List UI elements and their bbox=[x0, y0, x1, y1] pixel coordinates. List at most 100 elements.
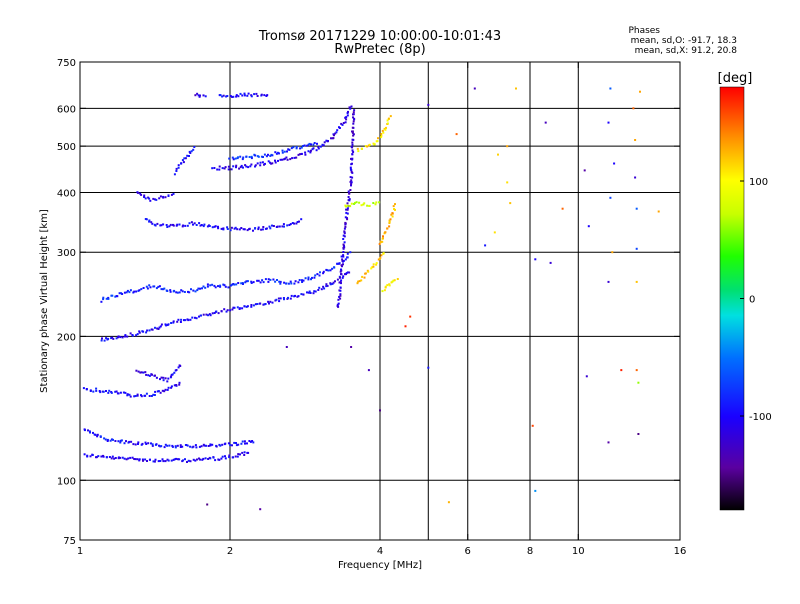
data-point bbox=[177, 166, 180, 169]
data-point bbox=[143, 196, 146, 198]
data-point bbox=[231, 308, 234, 311]
data-point bbox=[265, 227, 268, 230]
data-point bbox=[211, 443, 214, 446]
data-point bbox=[138, 459, 141, 462]
data-point bbox=[222, 94, 225, 97]
data-point bbox=[343, 241, 346, 244]
data-point bbox=[300, 152, 303, 155]
data-point bbox=[392, 279, 395, 282]
data-point bbox=[348, 106, 351, 109]
data-point bbox=[341, 260, 344, 262]
data-point bbox=[302, 293, 305, 296]
data-point bbox=[164, 443, 167, 446]
data-point bbox=[310, 149, 312, 152]
data-point bbox=[145, 331, 148, 334]
data-point bbox=[349, 189, 352, 191]
data-point bbox=[336, 278, 339, 281]
data-point bbox=[283, 298, 285, 301]
data-point bbox=[88, 430, 91, 433]
data-point bbox=[226, 228, 229, 230]
data-point bbox=[288, 148, 291, 151]
data-point bbox=[104, 438, 107, 441]
data-point bbox=[121, 456, 124, 459]
data-point bbox=[189, 318, 192, 321]
data-point bbox=[162, 460, 165, 463]
data-point bbox=[131, 456, 134, 459]
data-point bbox=[214, 225, 217, 228]
data-point bbox=[155, 376, 158, 379]
data-point bbox=[188, 155, 190, 157]
data-point bbox=[186, 444, 189, 447]
data-point bbox=[241, 451, 244, 454]
data-point bbox=[213, 167, 216, 169]
data-point bbox=[342, 122, 345, 124]
data-point bbox=[89, 431, 91, 434]
data-point bbox=[357, 150, 360, 153]
data-point bbox=[215, 445, 218, 448]
data-point bbox=[178, 381, 181, 384]
data-point bbox=[345, 205, 348, 208]
data-point bbox=[256, 303, 259, 305]
data-point bbox=[112, 337, 115, 340]
data-point bbox=[348, 198, 351, 201]
data-point bbox=[167, 377, 170, 380]
data-point bbox=[229, 95, 232, 97]
data-point bbox=[339, 270, 342, 273]
data-point bbox=[235, 283, 238, 286]
data-point bbox=[146, 460, 148, 462]
data-point bbox=[256, 95, 259, 97]
data-point bbox=[267, 160, 270, 163]
data-point bbox=[139, 371, 142, 374]
data-point bbox=[153, 285, 156, 288]
data-point bbox=[611, 251, 614, 254]
data-point bbox=[281, 225, 284, 228]
data-point bbox=[110, 457, 113, 460]
data-point bbox=[170, 193, 173, 196]
data-point bbox=[358, 280, 361, 283]
data-point bbox=[340, 269, 343, 272]
data-point bbox=[188, 291, 191, 294]
data-point bbox=[160, 445, 163, 448]
data-point bbox=[140, 371, 143, 374]
data-point bbox=[331, 282, 334, 285]
data-point bbox=[228, 456, 231, 459]
data-point bbox=[227, 165, 230, 168]
data-point bbox=[351, 157, 354, 160]
data-point bbox=[155, 287, 158, 290]
data-point bbox=[99, 391, 102, 394]
data-point bbox=[119, 336, 122, 339]
data-point bbox=[249, 440, 252, 443]
data-point bbox=[136, 394, 139, 397]
data-point bbox=[160, 323, 163, 326]
data-point bbox=[127, 457, 130, 460]
data-point bbox=[182, 459, 184, 462]
data-point bbox=[223, 308, 226, 311]
data-point bbox=[380, 134, 383, 137]
data-point bbox=[149, 458, 151, 461]
data-point bbox=[343, 244, 345, 247]
data-point bbox=[316, 142, 318, 145]
data-point bbox=[147, 442, 150, 445]
data-point bbox=[336, 305, 339, 307]
data-point bbox=[282, 297, 285, 299]
data-point bbox=[162, 376, 165, 379]
data-point bbox=[294, 280, 297, 283]
data-point bbox=[268, 225, 271, 228]
data-point bbox=[583, 169, 586, 172]
data-point bbox=[269, 300, 272, 303]
data-point bbox=[301, 279, 303, 282]
data-point bbox=[144, 394, 147, 397]
data-point bbox=[308, 142, 311, 145]
data-point bbox=[173, 173, 176, 176]
data-point bbox=[198, 95, 201, 98]
data-point bbox=[370, 267, 373, 270]
data-point bbox=[221, 167, 224, 170]
data-point bbox=[222, 283, 225, 286]
data-point bbox=[230, 226, 233, 229]
data-point bbox=[109, 439, 112, 442]
data-point bbox=[366, 145, 369, 148]
data-point bbox=[363, 276, 366, 279]
data-point bbox=[304, 277, 307, 280]
data-point bbox=[387, 117, 390, 120]
data-point bbox=[159, 195, 162, 198]
